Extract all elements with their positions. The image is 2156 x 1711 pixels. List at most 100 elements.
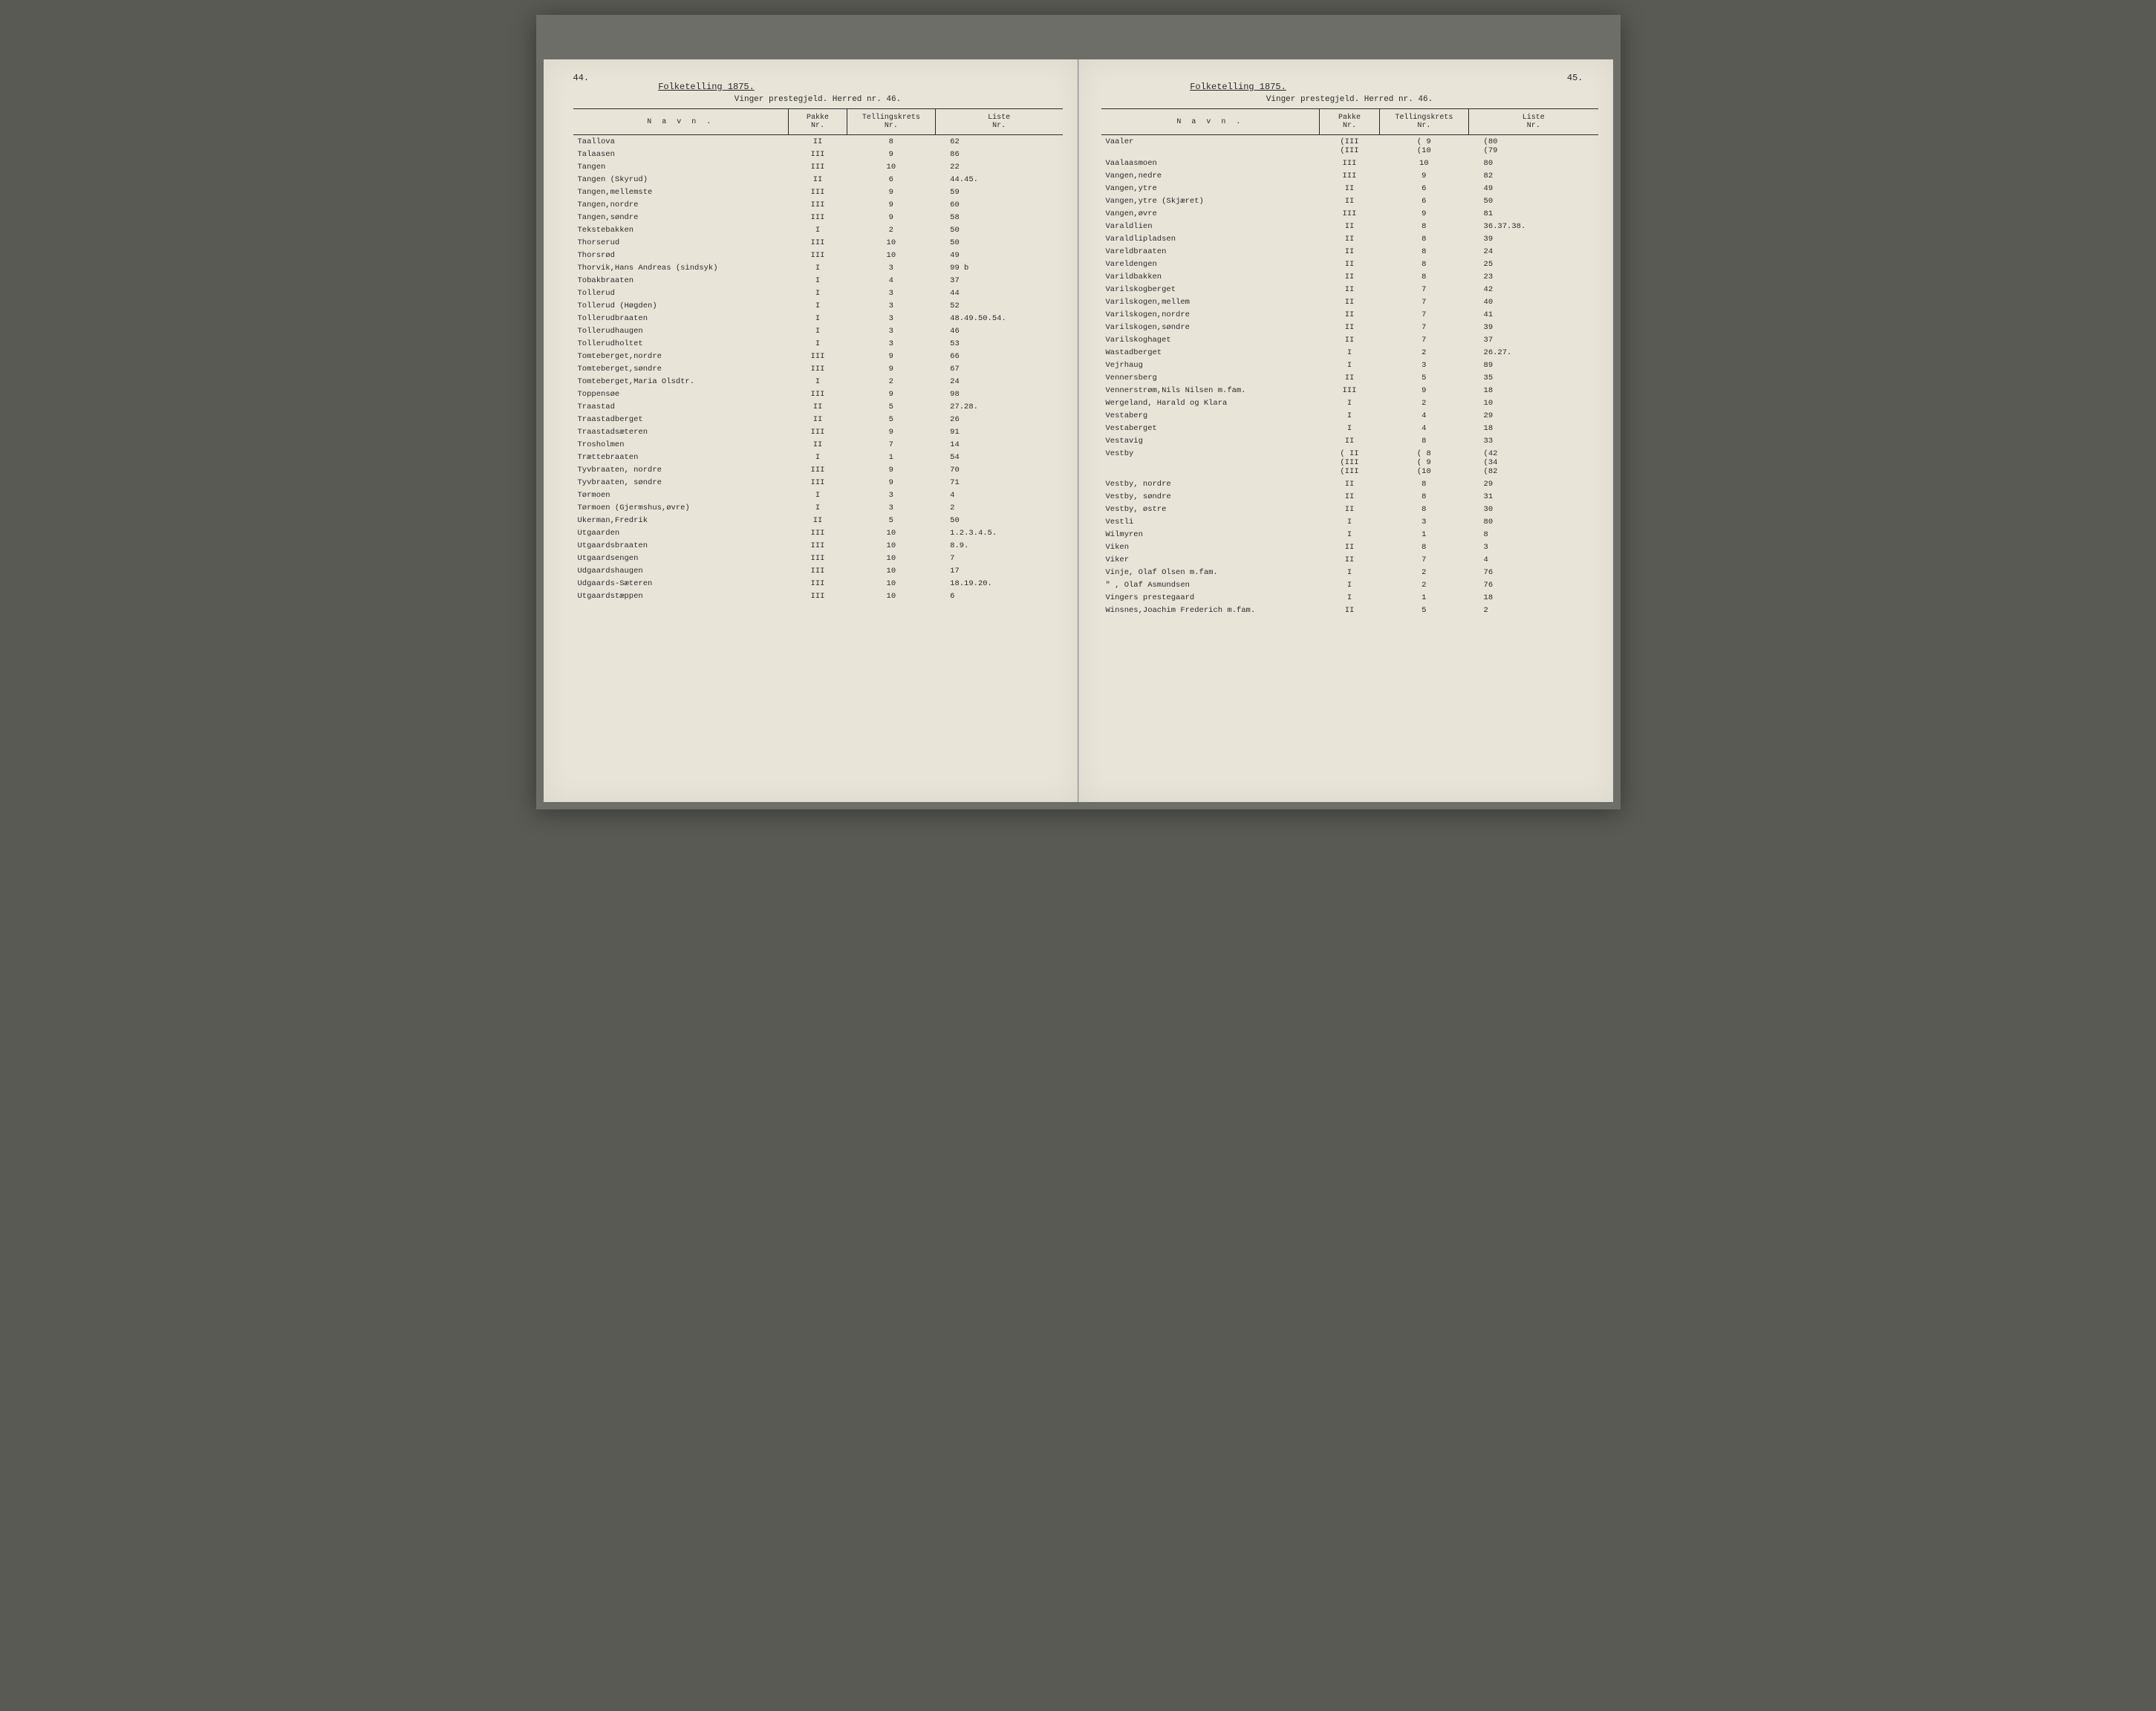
cell-liste: 4 bbox=[935, 489, 1062, 501]
cell-name: Vestavig bbox=[1101, 434, 1320, 447]
cell-name: Tollerud bbox=[573, 287, 789, 299]
cell-liste: 50 bbox=[1469, 195, 1598, 207]
cell-tell: 3 bbox=[847, 325, 936, 337]
cell-name: Vingers prestegaard bbox=[1101, 591, 1320, 604]
cell-liste: 70 bbox=[935, 463, 1062, 476]
cell-pakke: I bbox=[788, 451, 847, 463]
cell-liste: 76 bbox=[1469, 566, 1598, 579]
cell-name: Vangen,øvre bbox=[1101, 207, 1320, 220]
cell-pakke: II bbox=[788, 400, 847, 413]
cell-name: Tobakbraaten bbox=[573, 274, 789, 287]
cell-liste: 18.19.20. bbox=[935, 577, 1062, 590]
cell-pakke: III bbox=[788, 564, 847, 577]
cell-liste: 37 bbox=[935, 274, 1062, 287]
table-row: Thorvik,Hans Andreas (sindsyk)I399 b bbox=[573, 261, 1063, 274]
cell-liste: 3 bbox=[1469, 541, 1598, 553]
cell-tell: 3 bbox=[847, 287, 936, 299]
cell-liste: 31 bbox=[1469, 490, 1598, 503]
cell-liste: 59 bbox=[935, 186, 1062, 198]
cell-name: Viker bbox=[1101, 553, 1320, 566]
cell-tell: 9 bbox=[847, 463, 936, 476]
cell-pakke: I bbox=[1320, 409, 1379, 422]
cell-name: Tomteberget,Maria Olsdtr. bbox=[573, 375, 789, 388]
cell-pakke: II bbox=[1320, 296, 1379, 308]
cell-pakke: I bbox=[1320, 591, 1379, 604]
cell-name: Vennersberg bbox=[1101, 371, 1320, 384]
cell-liste: 50 bbox=[935, 236, 1062, 249]
header-name: N a v n . bbox=[573, 109, 789, 135]
table-row: Tangen (Skyrud)II644.45. bbox=[573, 173, 1063, 186]
table-row: VennersbergII535 bbox=[1101, 371, 1598, 384]
cell-tell: 10 bbox=[1379, 157, 1468, 169]
cell-pakke: I bbox=[788, 261, 847, 274]
cell-name: Vangen,ytre bbox=[1101, 182, 1320, 195]
cell-liste: 33 bbox=[1469, 434, 1598, 447]
cell-liste: 14 bbox=[935, 438, 1062, 451]
cell-pakke: II bbox=[1320, 321, 1379, 333]
cell-liste: 42 bbox=[1469, 283, 1598, 296]
cell-liste: 67 bbox=[935, 362, 1062, 375]
cell-tell: 10 bbox=[847, 552, 936, 564]
table-row: UtgaardstæppenIII106 bbox=[573, 590, 1063, 602]
cell-pakke: II bbox=[788, 135, 847, 149]
header-name: N a v n . bbox=[1101, 109, 1320, 135]
cell-pakke: II bbox=[788, 413, 847, 426]
table-row: TrættebraatenI154 bbox=[573, 451, 1063, 463]
cell-liste: 37 bbox=[1469, 333, 1598, 346]
cell-name: Thorvik,Hans Andreas (sindsyk) bbox=[573, 261, 789, 274]
table-row: TaallovaII862 bbox=[573, 135, 1063, 149]
cell-name: Udgaardshaugen bbox=[573, 564, 789, 577]
cell-pakke: II bbox=[1320, 182, 1379, 195]
cell-tell: 3 bbox=[847, 337, 936, 350]
cell-name: Vestli bbox=[1101, 515, 1320, 528]
cell-liste: 8.9. bbox=[935, 539, 1062, 552]
page-left: 44. Folketelling 1875. Vinger prestegjel… bbox=[544, 59, 1078, 802]
cell-name: Tørmoen bbox=[573, 489, 789, 501]
cell-name: Tollerudhaugen bbox=[573, 325, 789, 337]
cell-name: Vangen,nedre bbox=[1101, 169, 1320, 182]
cell-liste: 48.49.50.54. bbox=[935, 312, 1062, 325]
header-tell: Tellingskrets Nr. bbox=[847, 109, 936, 135]
cell-name: Vestby bbox=[1101, 447, 1320, 478]
cell-name: Varilskogen,mellem bbox=[1101, 296, 1320, 308]
cell-liste: 2 bbox=[935, 501, 1062, 514]
table-row: VestabergI429 bbox=[1101, 409, 1598, 422]
cell-name: Varilskoghaget bbox=[1101, 333, 1320, 346]
cell-pakke: I bbox=[788, 375, 847, 388]
cell-tell: 5 bbox=[1379, 371, 1468, 384]
table-row: Tangen,mellemsteIII959 bbox=[573, 186, 1063, 198]
table-row: Varilskogen,nordreII741 bbox=[1101, 308, 1598, 321]
cell-tell: 7 bbox=[1379, 283, 1468, 296]
cell-pakke: II bbox=[1320, 258, 1379, 270]
cell-name: Thorsrød bbox=[573, 249, 789, 261]
cell-liste: 24 bbox=[1469, 245, 1598, 258]
cell-tell: 6 bbox=[1379, 182, 1468, 195]
cell-tell: 3 bbox=[847, 489, 936, 501]
cell-tell: 9 bbox=[847, 388, 936, 400]
cell-pakke: II bbox=[1320, 371, 1379, 384]
cell-tell: 10 bbox=[847, 564, 936, 577]
table-row: UtgaardsengenIII107 bbox=[573, 552, 1063, 564]
cell-liste: 39 bbox=[1469, 232, 1598, 245]
table-row: Tomteberget,søndreIII967 bbox=[573, 362, 1063, 375]
cell-liste: 54 bbox=[935, 451, 1062, 463]
cell-name: " , Olaf Asmundsen bbox=[1101, 579, 1320, 591]
cell-tell: 10 bbox=[847, 236, 936, 249]
table-row: Tyvbraaten, søndreIII971 bbox=[573, 476, 1063, 489]
cell-name: Traastadberget bbox=[573, 413, 789, 426]
cell-pakke: I bbox=[788, 337, 847, 350]
cell-pakke: III bbox=[788, 577, 847, 590]
cell-liste: 76 bbox=[1469, 579, 1598, 591]
cell-tell: 8 bbox=[1379, 232, 1468, 245]
cell-name: Tangen bbox=[573, 160, 789, 173]
cell-pakke: II bbox=[1320, 604, 1379, 616]
cell-tell: 8 bbox=[1379, 434, 1468, 447]
cell-name: Vaalaasmoen bbox=[1101, 157, 1320, 169]
cell-name: Tollerud (Høgden) bbox=[573, 299, 789, 312]
cell-liste: (80 (79 bbox=[1469, 135, 1598, 157]
header-liste: Liste Nr. bbox=[1469, 109, 1598, 135]
cell-liste: 24 bbox=[935, 375, 1062, 388]
table-row: Vingers prestegaardI118 bbox=[1101, 591, 1598, 604]
cell-liste: 29 bbox=[1469, 478, 1598, 490]
cell-tell: 9 bbox=[847, 476, 936, 489]
